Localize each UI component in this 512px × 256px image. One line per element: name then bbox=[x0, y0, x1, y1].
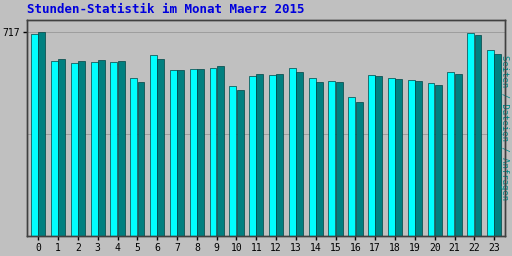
Bar bbox=[197, 69, 204, 236]
Bar bbox=[435, 85, 442, 236]
Bar bbox=[130, 78, 137, 236]
Y-axis label: Seiten / Dateien / Anfragen: Seiten / Dateien / Anfragen bbox=[500, 56, 509, 200]
Bar bbox=[316, 82, 323, 236]
Bar bbox=[276, 74, 283, 236]
Bar bbox=[170, 70, 177, 236]
Bar bbox=[98, 60, 105, 236]
Bar bbox=[336, 82, 343, 236]
Bar bbox=[138, 82, 144, 236]
Bar bbox=[177, 70, 184, 236]
Bar bbox=[31, 34, 38, 236]
Bar bbox=[249, 76, 256, 236]
Bar bbox=[475, 35, 481, 236]
Bar bbox=[150, 55, 157, 236]
Bar bbox=[38, 32, 46, 236]
Bar bbox=[328, 81, 335, 236]
Bar bbox=[408, 80, 415, 236]
Bar bbox=[356, 102, 362, 236]
Bar bbox=[91, 62, 97, 236]
Bar bbox=[111, 62, 117, 236]
Bar bbox=[395, 79, 402, 236]
Bar bbox=[487, 50, 494, 236]
Bar bbox=[209, 68, 217, 236]
Bar bbox=[348, 97, 355, 236]
Bar bbox=[237, 90, 244, 236]
Bar bbox=[51, 61, 58, 236]
Bar bbox=[428, 83, 435, 236]
Bar bbox=[289, 68, 296, 236]
Bar bbox=[71, 63, 78, 236]
Bar bbox=[309, 78, 315, 236]
Bar bbox=[269, 75, 276, 236]
Text: Stunden-Statistik im Monat Maerz 2015: Stunden-Statistik im Monat Maerz 2015 bbox=[27, 3, 305, 16]
Bar bbox=[157, 59, 164, 236]
Bar bbox=[447, 72, 454, 236]
Bar bbox=[296, 72, 303, 236]
Bar bbox=[495, 54, 501, 236]
Bar bbox=[368, 75, 375, 236]
Bar bbox=[229, 86, 236, 236]
Bar bbox=[415, 81, 422, 236]
Bar bbox=[455, 74, 462, 236]
Bar bbox=[257, 74, 264, 236]
Bar bbox=[388, 78, 395, 236]
Bar bbox=[189, 69, 197, 236]
Bar bbox=[467, 33, 474, 236]
Bar bbox=[58, 59, 65, 236]
Bar bbox=[217, 67, 224, 236]
Bar bbox=[375, 76, 382, 236]
Bar bbox=[78, 61, 85, 236]
Bar bbox=[118, 61, 125, 236]
